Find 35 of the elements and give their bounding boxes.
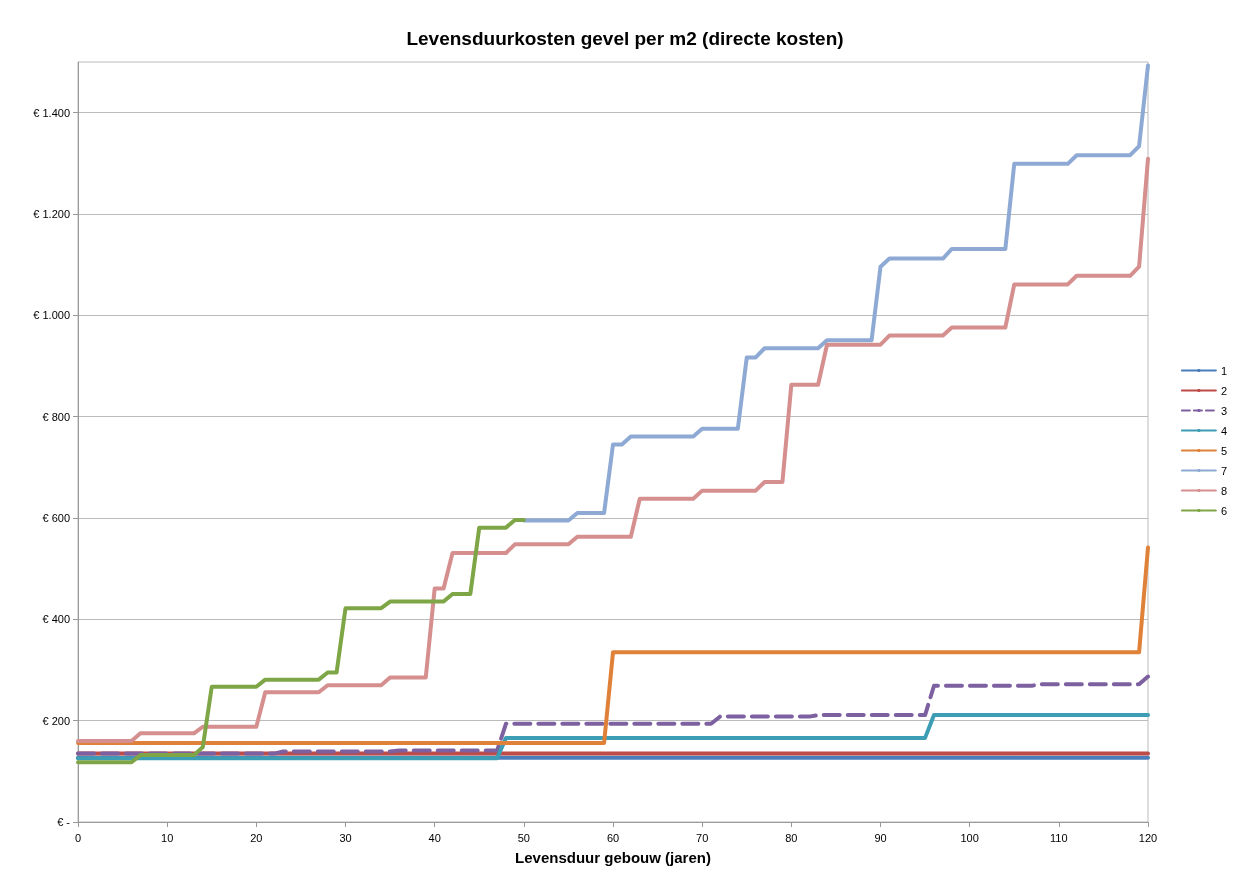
x-tick-label: 10 xyxy=(161,831,174,844)
x-tick-label: 100 xyxy=(960,831,979,844)
x-tick-label: 50 xyxy=(517,831,530,844)
x-tick-label: 40 xyxy=(428,831,441,844)
x-axis-title: Levensduur gebouw (jaren) xyxy=(515,849,711,866)
y-tick-label: € 200 xyxy=(42,714,70,727)
x-tick-label: 90 xyxy=(874,831,887,844)
x-tick-label: 20 xyxy=(250,831,263,844)
x-tick-label: 120 xyxy=(1138,831,1158,844)
y-tick-label: € 1.200 xyxy=(33,208,70,220)
line-series xyxy=(521,63,1150,523)
legend-label: 4 xyxy=(1220,424,1228,437)
line-series xyxy=(76,518,526,765)
legend-label: 1 xyxy=(1220,364,1228,377)
x-tick-label: 30 xyxy=(339,831,352,844)
x-tick-label: 110 xyxy=(1050,831,1068,844)
legend-label: 6 xyxy=(1220,504,1228,517)
y-tick-label: € 800 xyxy=(42,410,70,423)
legend-label: 2 xyxy=(1220,384,1228,397)
y-tick-label: € - xyxy=(57,816,71,828)
y-tick-label: € 600 xyxy=(42,512,70,524)
y-tick-label: € 1.400 xyxy=(33,106,70,119)
x-tick-label: 0 xyxy=(74,831,82,844)
legend-label: 7 xyxy=(1220,464,1228,477)
line-series xyxy=(76,156,1150,743)
y-tick-label: € 400 xyxy=(42,613,70,626)
y-tick-label: € 1.000 xyxy=(33,309,70,322)
chart-title: Levensduurkosten gevel per m2 (directe kosten) xyxy=(406,28,844,49)
x-tick-label: 80 xyxy=(785,831,798,844)
line-series xyxy=(76,674,1150,756)
x-tick-label: 60 xyxy=(606,831,620,844)
legend-label: 3 xyxy=(1220,404,1228,417)
x-tick-label: 70 xyxy=(696,831,709,844)
legend-label: 8 xyxy=(1220,484,1228,497)
legend-label: 5 xyxy=(1220,444,1228,457)
